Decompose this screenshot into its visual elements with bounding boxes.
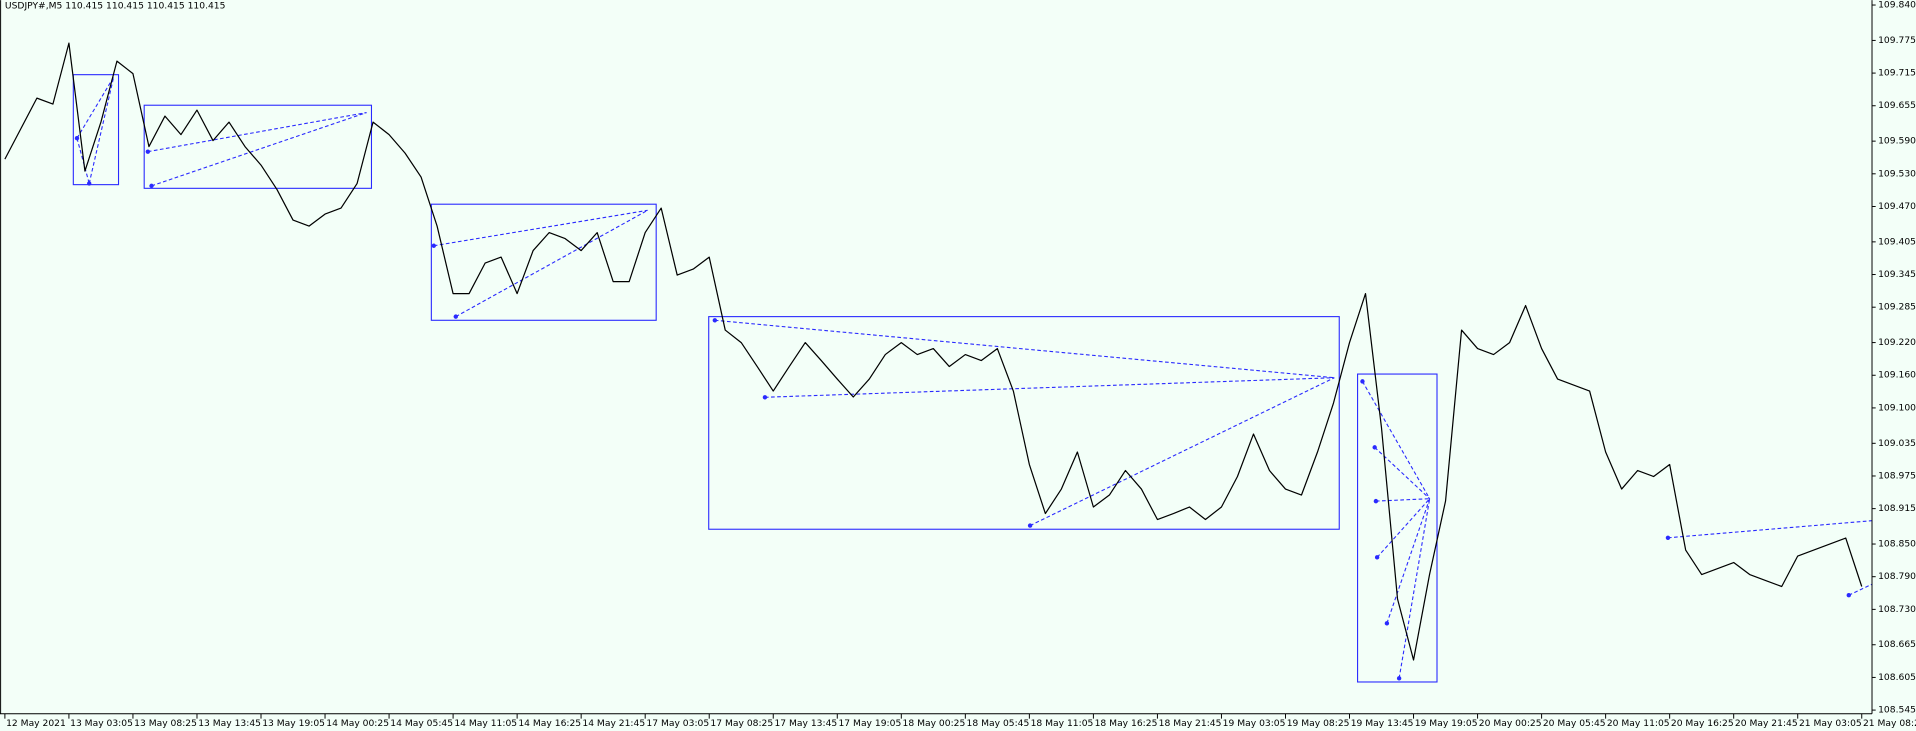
x-tick-label: 17 May 03:05: [646, 718, 709, 729]
y-tick-label: 109.840: [1878, 0, 1916, 11]
x-tick-label: 13 May 19:05: [262, 718, 325, 729]
x-tick-label: 18 May 05:45: [967, 718, 1030, 729]
x-tick-label: 17 May 08:25: [710, 718, 773, 729]
price-line: [4, 42, 1863, 661]
x-tick-label: 20 May 11:05: [1607, 718, 1670, 729]
y-tick-label: 108.665: [1878, 639, 1916, 650]
x-tick-label: 17 May 19:05: [838, 718, 901, 729]
x-tick-label: 18 May 11:05: [1031, 718, 1094, 729]
x-tick-label: 20 May 16:25: [1671, 718, 1734, 729]
y-tick-label: 109.035: [1878, 438, 1916, 449]
y-tick-label: 109.590: [1878, 136, 1916, 147]
y-tick-label: 108.730: [1878, 604, 1916, 615]
rectangle: [708, 316, 1340, 530]
y-tick-label: 109.405: [1878, 236, 1916, 247]
y-tick-label: 109.715: [1878, 68, 1916, 79]
y-tick-label: 109.655: [1878, 100, 1916, 111]
x-tick-label: 14 May 11:05: [454, 718, 517, 729]
y-tick-label: 108.545: [1878, 705, 1916, 716]
y-tick-label: 109.775: [1878, 35, 1916, 46]
y-tick-label: 108.975: [1878, 470, 1916, 481]
y-tick-label: 109.220: [1878, 337, 1916, 348]
x-tick-label: 18 May 21:45: [1159, 718, 1222, 729]
x-tick-label: 20 May 05:45: [1543, 718, 1606, 729]
drawing-objects: [72, 74, 1873, 683]
x-tick-label: 19 May 13:45: [1351, 718, 1414, 729]
y-tick-label: 109.160: [1878, 370, 1916, 381]
x-tick-label: 19 May 03:05: [1223, 718, 1286, 729]
x-tick-label: 17 May 13:45: [774, 718, 837, 729]
rectangle: [143, 104, 373, 189]
x-tick-label: 19 May 08:25: [1287, 718, 1350, 729]
x-tick-label: 21 May 08:25: [1863, 718, 1916, 729]
x-tick-label: 12 May 2021: [6, 718, 66, 729]
y-tick-label: 109.530: [1878, 168, 1916, 179]
x-tick-label: 21 May 03:05: [1799, 718, 1862, 729]
x-tick-label: 14 May 21:45: [582, 718, 645, 729]
x-tick-label: 20 May 00:25: [1479, 718, 1542, 729]
y-tick-label: 108.605: [1878, 672, 1916, 683]
y-tick-label: 108.790: [1878, 571, 1916, 582]
y-tick-label: 109.470: [1878, 201, 1916, 212]
rectangle: [1357, 373, 1438, 683]
x-tick-label: 19 May 19:05: [1415, 718, 1478, 729]
x-tick-label: 13 May 03:05: [70, 718, 133, 729]
x-tick-label: 18 May 16:25: [1095, 718, 1158, 729]
x-tick-label: 13 May 08:25: [134, 718, 197, 729]
y-tick-label: 108.915: [1878, 503, 1916, 514]
rectangle: [430, 203, 657, 321]
point-markers: [74, 136, 1851, 681]
rectangle: [72, 74, 120, 186]
y-tick-label: 109.100: [1878, 402, 1916, 413]
y-tick-label: 108.850: [1878, 539, 1916, 550]
x-tick-label: 14 May 05:45: [390, 718, 453, 729]
x-tick-label: 14 May 00:25: [326, 718, 389, 729]
x-tick-label: 14 May 16:25: [518, 718, 581, 729]
x-tick-label: 13 May 13:45: [198, 718, 261, 729]
x-tick-label: 18 May 00:25: [903, 718, 966, 729]
x-tick-label: 20 May 21:45: [1735, 718, 1798, 729]
y-tick-label: 109.345: [1878, 269, 1916, 280]
y-tick-label: 109.285: [1878, 302, 1916, 313]
symbol-header: USDJPY#,M5 110.415 110.415 110.415 110.4…: [5, 1, 226, 12]
trend-line: [76, 76, 1873, 679]
